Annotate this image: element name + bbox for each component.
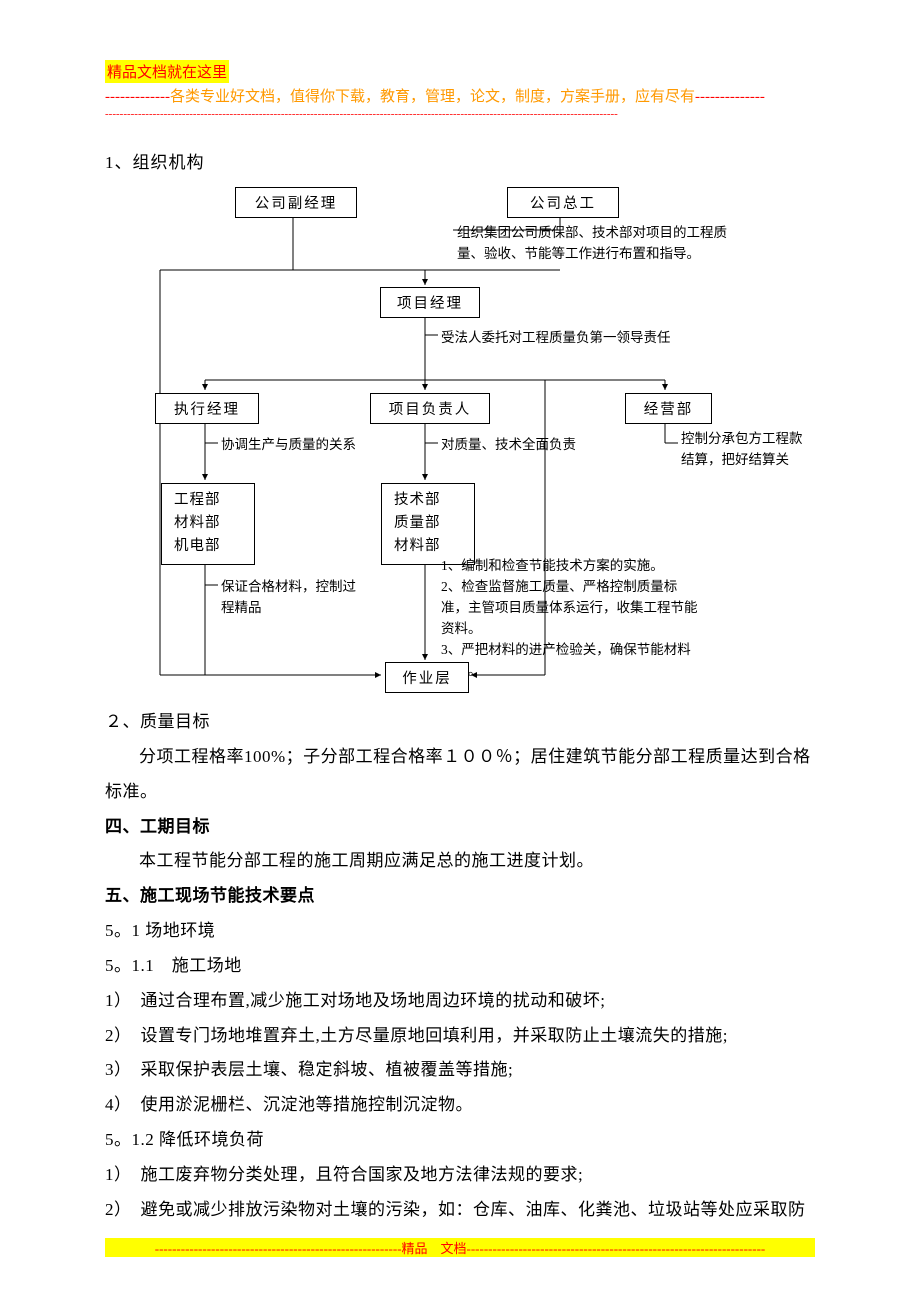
node-vp: 公司副经理 [235,187,357,218]
sec2-title: ２、质量目标 [105,705,815,740]
node-eng-l1: 工程部 [174,489,242,512]
header-highlight: 精品文档就在这里 [105,60,229,83]
dash-left: ------------- [105,89,170,105]
anno-exec: 协调生产与质量的关系 [221,435,381,456]
anno-top: 组织集团公司质保部、技术部对项目的工程质量、验收、节能等工作进行布置和指导。 [457,223,747,265]
footer-separator: ----------------------------------------… [105,1238,815,1257]
node-tech-l1: 技术部 [394,489,462,512]
p5-1-1: 5。1.1 施工场地 [105,949,815,984]
anno-leader: 对质量、技术全面负责 [441,435,601,456]
sec5-title: 五、施工现场节能技术要点 [105,879,815,914]
li-6: 2） 避免或减少排放污染物对土壤的污染，如：仓库、油库、化粪池、垃圾站等处应采取… [105,1193,815,1228]
node-chief-eng: 公司总工 [507,187,619,218]
li-2: 2） 设置专门场地堆置弃土,土方尽量原地回填利用，并采取防止土壤流失的措施; [105,1019,815,1054]
dash-right: -------------- [695,89,765,105]
node-tech-l2: 质量部 [394,512,462,535]
sec4-title: 四、工期目标 [105,810,815,845]
node-exec: 执行经理 [155,393,259,424]
p5-1-2: 5。1.2 降低环境负荷 [105,1123,815,1158]
p5-1: 5。1 场地环境 [105,914,815,949]
node-biz: 经营部 [625,393,712,424]
li-1: 1） 通过合理布置,减少施工对场地及场地周边环境的扰动和破坏; [105,984,815,1019]
org-flowchart: 公司副经理 公司总工 组织集团公司质保部、技术部对项目的工程质量、验收、节能等工… [105,185,815,695]
node-leader: 项目负责人 [370,393,490,424]
anno-pm: 受法人委托对工程质量负第一领导责任 [441,328,701,349]
node-eng-l2: 材料部 [174,512,242,535]
node-eng-dept: 工程部 材料部 机电部 [161,483,255,565]
node-tech-dept: 技术部 质量部 材料部 [381,483,475,565]
node-work: 作业层 [385,662,469,693]
li-4: 4） 使用淤泥栅栏、沉淀池等措施控制沉淀物。 [105,1088,815,1123]
li-5: 1） 施工废弃物分类处理，且符合国家及地方法律法规的要求; [105,1158,815,1193]
header-divider: ----------------------------------------… [105,108,815,120]
body-text: ２、质量目标 分项工程格率100%；子分部工程合格率１００％；居住建筑节能分部工… [105,705,815,1228]
sec2-p: 分项工程格率100%；子分部工程合格率１００％；居住建筑节能分部工程质量达到合格… [105,740,815,810]
anno-eng: 保证合格材料，控制过程精品 [221,577,361,619]
li-3: 3） 采取保护表层土壤、稳定斜坡、植被覆盖等措施; [105,1053,815,1088]
node-pm: 项目经理 [380,287,480,318]
doc-header: 精品文档就在这里 -------------各类专业好文档，值得你下载，教育，管… [105,60,815,120]
header-subline: -------------各类专业好文档，值得你下载，教育，管理，论文，制度，方… [105,85,815,106]
node-eng-l3: 机电部 [174,535,242,558]
section-1-title: 1、组织机构 [105,148,815,173]
anno-tech: 1、编制和检查节能技术方案的实施。 2、检查监督施工质量、严格控制质量标准，主管… [441,556,701,682]
sec4-p: 本工程节能分部工程的施工周期应满足总的施工进度计划。 [105,844,815,879]
anno-biz: 控制分承包方工程款结算，把好结算关 [681,429,811,471]
header-orange-text: 各类专业好文档，值得你下载，教育，管理，论文，制度，方案手册，应有尽有 [170,89,695,105]
